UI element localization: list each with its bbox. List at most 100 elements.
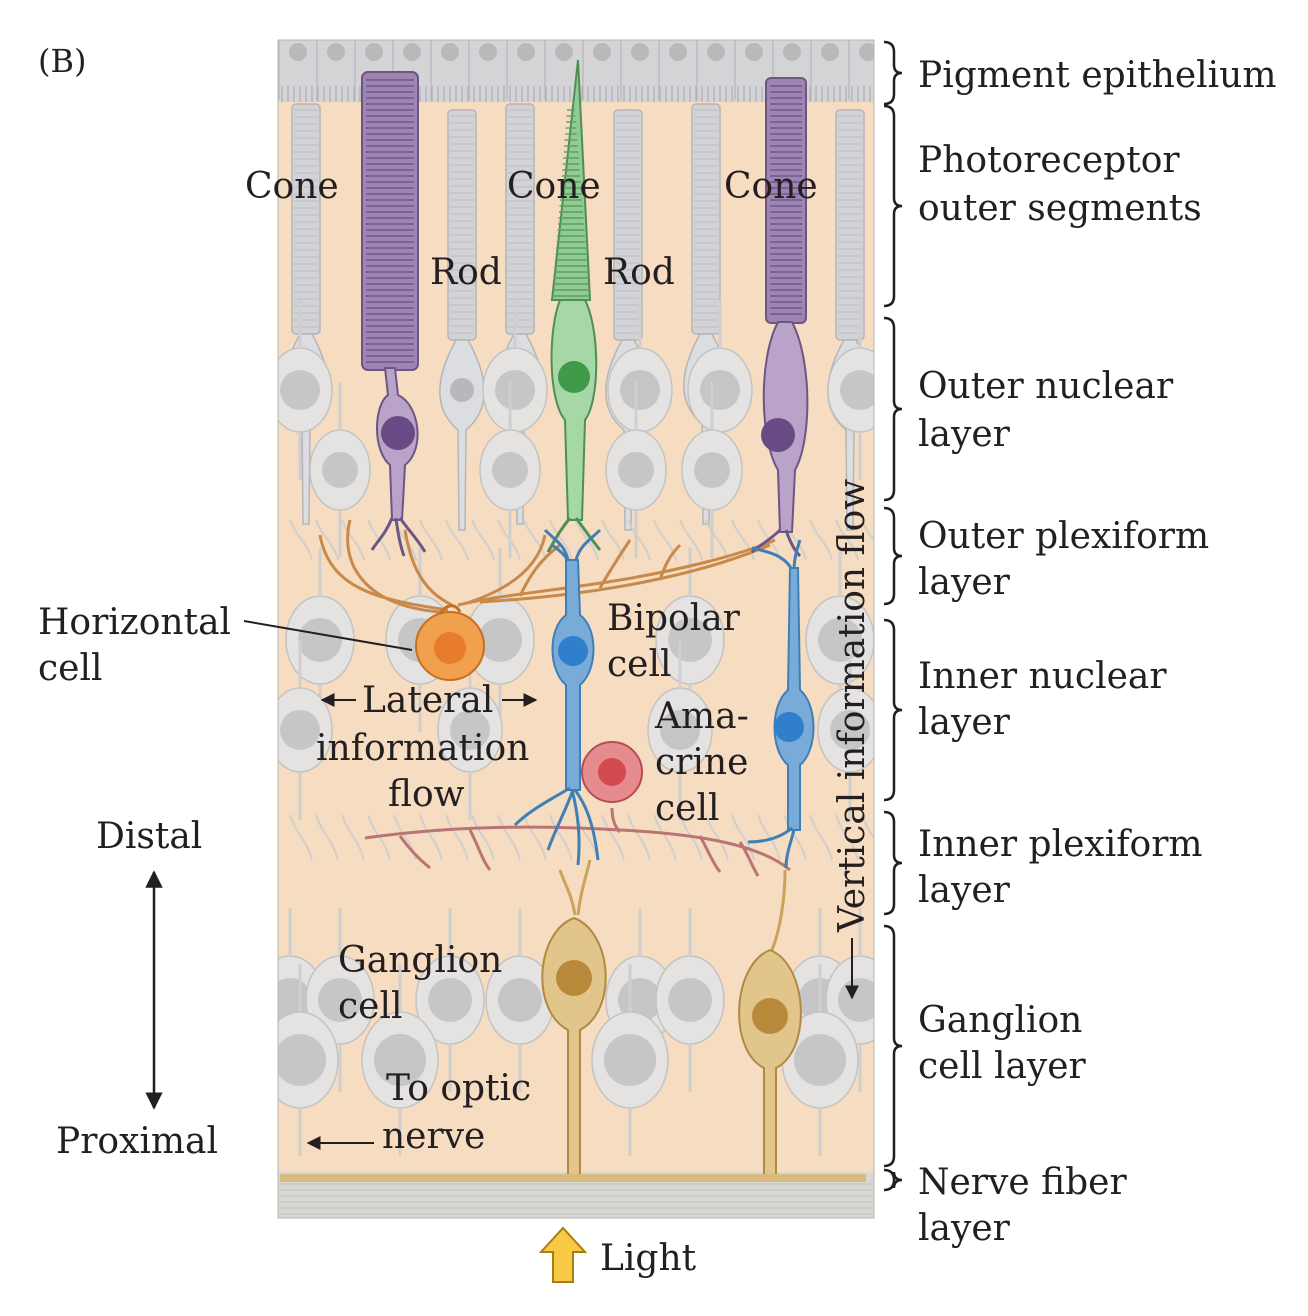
bipolar-cell-label: Bipolar cell — [607, 598, 741, 685]
brace-nerve-fiber — [883, 1168, 903, 1192]
layer-label-inner-plexiform: Inner plexiform — [918, 824, 1203, 865]
brace-outer-plexiform — [883, 506, 903, 606]
layer-label-outer-segments: outer segments — [918, 188, 1202, 229]
brace-inner-plexiform — [883, 810, 903, 916]
pigment-granule — [707, 43, 725, 61]
pigment-granule — [403, 43, 421, 61]
bipolar-cell-left — [513, 528, 602, 866]
layer-label-nerve-fiber: layer — [918, 1208, 1011, 1249]
lateral-flow-label: Lateral information flow — [316, 680, 538, 815]
layer-label-inner-plexiform: layer — [918, 870, 1011, 911]
background-cell — [681, 382, 743, 558]
amacrine-nucleus — [598, 758, 626, 786]
svg-text:information: information — [316, 728, 529, 769]
svg-text:Ama-: Ama- — [654, 696, 749, 737]
retina-tissue — [278, 40, 874, 1218]
layer-label-outer-segments: Photoreceptor — [918, 140, 1180, 181]
brace-pigment — [883, 40, 903, 106]
cone-middle-disks — [552, 109, 590, 297]
distal-label: Distal — [96, 816, 202, 857]
svg-text:To optic: To optic — [386, 1068, 531, 1109]
layer-label-inner-nuclear: Inner nuclear — [918, 656, 1167, 697]
svg-text:crine: crine — [655, 742, 748, 783]
proximal-label: Proximal — [56, 1121, 218, 1162]
horizontal-cell-processes — [318, 519, 776, 614]
svg-text:cell: cell — [38, 648, 103, 689]
rod-right-label: Rod — [603, 252, 675, 293]
background-cell — [655, 908, 725, 1092]
cone-right-disks — [770, 85, 802, 315]
pigment-granule — [593, 43, 611, 61]
svg-text:Bipolar: Bipolar — [607, 598, 741, 639]
distal-proximal-axis: Distal Proximal — [56, 816, 218, 1162]
brace-ganglion-layer — [883, 924, 903, 1168]
cone-left-nucleus — [381, 416, 415, 450]
cone-left-disks — [366, 79, 414, 363]
pigment-granule — [441, 43, 459, 61]
bipolar-right-nucleus — [774, 712, 804, 742]
horizontal-cell-label: Horizontal cell — [38, 602, 413, 689]
background-cell — [415, 908, 485, 1092]
svg-text:flow: flow — [388, 774, 465, 815]
layer-label-pigment: Pigment epithelium — [918, 55, 1277, 96]
rod-cell — [439, 109, 485, 531]
background-cell — [278, 300, 333, 480]
background-cell — [687, 300, 753, 480]
background-cell — [309, 382, 371, 558]
pigment-granule — [327, 43, 345, 61]
nerve-fiber-lines — [278, 1183, 874, 1215]
amacrine-cell — [581, 741, 643, 803]
pigment-epithelium-cells — [278, 40, 874, 102]
layer-label-ganglion-layer: Ganglion — [918, 1000, 1082, 1041]
cone-left-label: Cone — [245, 166, 339, 207]
ganglion-cell-left — [541, 859, 607, 1181]
pigment-granule — [669, 43, 687, 61]
light-label: Light — [600, 1238, 697, 1279]
background-cell — [278, 640, 333, 820]
svg-text:cell: cell — [655, 788, 720, 829]
layer-label-ganglion-layer: cell layer — [918, 1046, 1087, 1087]
background-cells — [278, 300, 874, 1156]
ganglion-right-nucleus — [752, 998, 788, 1034]
cone-right-label: Cone — [724, 166, 818, 207]
background-cell — [827, 300, 874, 480]
light-indicator: Light — [538, 1226, 697, 1283]
layer-label-outer-nuclear: Outer nuclear — [918, 366, 1174, 407]
cone-middle-cell — [546, 59, 602, 553]
bipolar-cell-right — [747, 539, 815, 869]
background-cell — [437, 640, 503, 820]
layer-braces — [883, 40, 903, 1192]
ganglion-left-nucleus — [556, 960, 592, 996]
ganglion-cell-right — [738, 869, 802, 1181]
brace-inner-nuclear — [883, 618, 903, 802]
cone-middle-nucleus — [558, 361, 590, 393]
pigment-granule — [517, 43, 535, 61]
background-cell — [605, 382, 667, 558]
background-cell — [361, 964, 439, 1156]
svg-text:Horizontal: Horizontal — [38, 602, 231, 643]
brace-outer-nuclear — [883, 316, 903, 502]
background-cell — [647, 640, 713, 820]
svg-text:cell: cell — [607, 644, 672, 685]
amacrine-cell-label: Ama- crine cell — [654, 696, 749, 829]
background-cell — [591, 964, 669, 1156]
tissue-border — [277, 39, 875, 1219]
background-cell — [817, 640, 874, 820]
light-arrow-icon — [538, 1226, 588, 1283]
rod-left-label: Rod — [430, 252, 502, 293]
layer-label-outer-plexiform: Outer plexiform — [918, 516, 1209, 557]
svg-text:Lateral: Lateral — [362, 680, 493, 721]
background-cell — [278, 964, 339, 1156]
layer-labels: Pigment epithelium Photoreceptor outer seg… — [918, 55, 1277, 1249]
cone-right-cell — [751, 77, 809, 558]
layer-label-outer-nuclear: layer — [918, 414, 1011, 455]
pigment-granule — [821, 43, 839, 61]
optic-nerve-label: To optic nerve — [306, 1068, 531, 1157]
layer-label-nerve-fiber: Nerve fiber — [918, 1162, 1127, 1203]
svg-text:Ganglion: Ganglion — [338, 940, 502, 981]
svg-text:Vertical information flow: Vertical information flow — [832, 479, 873, 933]
pigment-granule — [859, 43, 874, 61]
background-cell — [479, 382, 541, 558]
svg-text:cell: cell — [338, 986, 403, 1027]
